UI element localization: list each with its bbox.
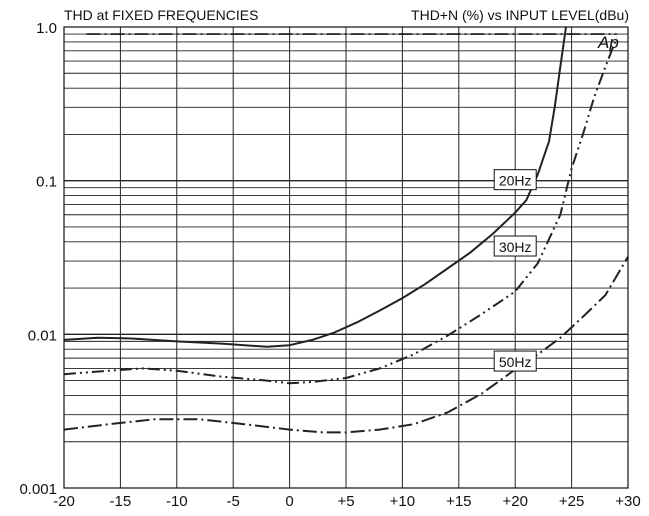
y-tick-label: 1.0 [36,20,57,37]
x-tick-label: -5 [227,493,240,510]
x-tick-label: +15 [446,493,471,510]
x-tick-label: +20 [502,493,527,510]
series-line-30hz [63,37,618,385]
series-label-box [493,169,537,191]
series-layer [63,26,629,434]
x-tick-label: -20 [53,493,75,510]
ap-logo: Ap [597,33,619,52]
x-tick-label: +25 [559,493,584,510]
x-tick-label: -10 [166,493,188,510]
series-label: 30Hz [499,239,532,255]
grid [64,27,628,488]
chart-title-right: THD+N (%) vs INPUT LEVEL(dBu) [411,7,629,23]
y-tick-labels: 1.0 0.1 0.01 0.001 [19,20,57,498]
y-tick-label: 0.001 [19,481,57,498]
series-label-box [493,350,537,372]
series-label-layer: 20Hz 30Hz 50Hz [493,169,537,372]
x-tick-label: +5 [337,493,354,510]
plot-frame [63,26,629,489]
series-label-box [493,235,537,257]
x-tick-label: +10 [390,493,415,510]
series-line-50hz [63,256,629,434]
x-tick-label: 0 [285,493,293,510]
series-label: 50Hz [499,354,532,370]
y-tick-label: 0.01 [28,327,57,344]
x-tick-label: -15 [110,493,132,510]
series-line-20hz [63,26,567,348]
x-tick-label: +30 [615,493,640,510]
chart-title-left: THD at FIXED FREQUENCIES [64,7,258,23]
y-tick-label: 0.1 [36,174,57,191]
series-label: 20Hz [499,173,532,189]
x-tick-labels: -20 -15 -10 -5 0 +5 +10 +15 +20 +25 +30 [53,493,641,510]
